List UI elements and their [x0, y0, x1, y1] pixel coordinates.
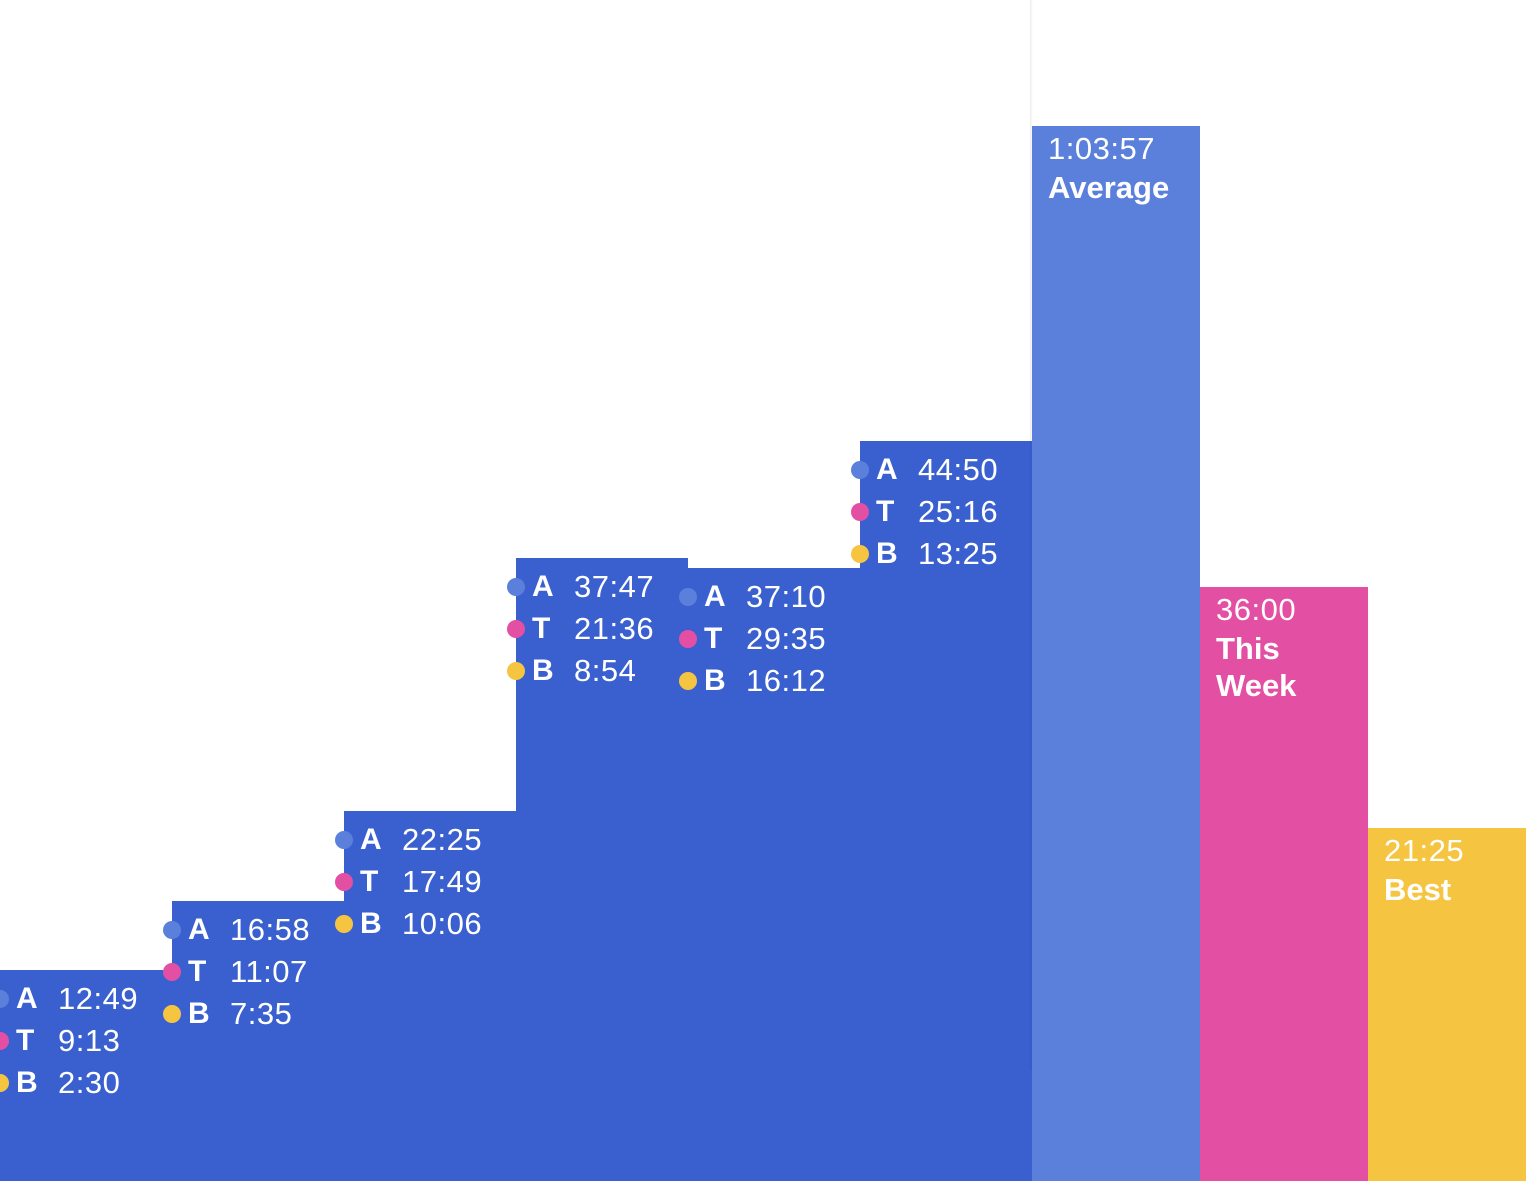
series-dot-t — [679, 630, 697, 648]
series-value: 21:36 — [574, 611, 655, 646]
stat-row-b: B 13:25 — [851, 533, 1032, 575]
series-dot-a — [507, 578, 525, 596]
series-value: 22:25 — [402, 822, 483, 857]
series-key: T — [532, 612, 551, 645]
stat-row-a: A 44:50 — [851, 449, 1032, 491]
day-bar-5: A 37:10 T 29:35 B 16:12 — [679, 568, 860, 1181]
day-bar-2: A 16:58 T 11:07 B 7:35 — [163, 901, 344, 1181]
stat-row-b: B 10:06 — [335, 903, 516, 945]
series-dot-a — [679, 588, 697, 606]
series-key: A — [876, 453, 898, 486]
series-value: 11:07 — [230, 954, 308, 989]
stat-row-b: B 8:54 — [507, 650, 688, 692]
summary-value: 36:00 — [1216, 592, 1297, 627]
day-bar-1: A 12:49 T 9:13 B 2:30 — [0, 970, 172, 1181]
series-dot-t — [507, 620, 525, 638]
series-key: B — [532, 654, 554, 687]
stat-row-t: T 25:16 — [851, 491, 1032, 533]
series-key: A — [188, 913, 210, 946]
series-value: 37:47 — [574, 569, 655, 604]
series-dot-t — [335, 873, 353, 891]
series-dot-a — [851, 461, 869, 479]
day-stats: A 12:49 T 9:13 B 2:30 — [0, 978, 172, 1104]
summary-labels: 1:03:57 Average — [1048, 130, 1194, 206]
stat-row-b: B 16:12 — [679, 660, 860, 702]
stat-row-b: B 7:35 — [163, 993, 344, 1035]
series-value: 37:10 — [746, 579, 827, 614]
series-key: T — [360, 865, 379, 898]
stat-row-t: T 17:49 — [335, 861, 516, 903]
series-dot-b — [507, 662, 525, 680]
series-value: 29:35 — [746, 621, 827, 656]
chart-divider — [1030, 0, 1033, 1070]
stat-row-t: T 11:07 — [163, 951, 344, 993]
day-stats: A 22:25 T 17:49 B 10:06 — [335, 819, 516, 945]
series-dot-a — [163, 921, 181, 939]
series-key: B — [876, 537, 898, 570]
series-key: B — [704, 664, 726, 697]
series-key: A — [360, 823, 382, 856]
summary-labels: 36:00 This Week — [1216, 591, 1362, 704]
day-bar-3: A 22:25 T 17:49 B 10:06 — [335, 811, 516, 1181]
series-dot-t — [163, 963, 181, 981]
series-key: A — [16, 982, 38, 1015]
stat-row-t: T 29:35 — [679, 618, 860, 660]
series-key: T — [704, 622, 723, 655]
summary-name: This Week — [1216, 631, 1297, 703]
summary-value: 21:25 — [1384, 833, 1465, 868]
stat-row-t: T 21:36 — [507, 608, 688, 650]
series-key: A — [532, 570, 554, 603]
series-dot-b — [0, 1074, 9, 1092]
day-stats: A 37:10 T 29:35 B 16:12 — [679, 576, 860, 702]
series-dot-b — [679, 672, 697, 690]
summary-value: 1:03:57 — [1048, 131, 1155, 166]
series-dot-t — [0, 1032, 9, 1050]
stat-row-a: A 37:47 — [507, 566, 688, 608]
day-stats: A 16:58 T 11:07 B 7:35 — [163, 909, 344, 1035]
series-dot-b — [163, 1005, 181, 1023]
series-dot-a — [335, 831, 353, 849]
summary-bar-average: 1:03:57 Average — [1032, 126, 1200, 1181]
series-value: 10:06 — [402, 906, 483, 941]
summary-bar-best: 21:25 Best — [1368, 828, 1526, 1181]
series-key: B — [188, 997, 210, 1030]
series-dot-b — [851, 545, 869, 563]
day-stats: A 44:50 T 25:16 B 13:25 — [851, 449, 1032, 575]
series-key: B — [360, 907, 382, 940]
series-value: 8:54 — [574, 653, 637, 688]
series-key: B — [16, 1066, 38, 1099]
day-stats: A 37:47 T 21:36 B 8:54 — [507, 566, 688, 692]
series-key: T — [16, 1024, 35, 1057]
series-key: A — [704, 580, 726, 613]
series-value: 7:35 — [230, 996, 293, 1031]
stat-row-b: B 2:30 — [0, 1062, 172, 1104]
stat-row-a: A 22:25 — [335, 819, 516, 861]
series-dot-b — [335, 915, 353, 933]
stat-row-t: T 9:13 — [0, 1020, 172, 1062]
day-bar-4: A 37:47 T 21:36 B 8:54 — [507, 558, 688, 1181]
series-value: 16:12 — [746, 663, 827, 698]
series-dot-a — [0, 990, 9, 1008]
stat-row-a: A 37:10 — [679, 576, 860, 618]
series-value: 13:25 — [918, 536, 999, 571]
summary-name: Best — [1384, 872, 1452, 907]
summary-name: Average — [1048, 170, 1170, 205]
series-value: 44:50 — [918, 452, 999, 487]
summary-bar-this-week: 36:00 This Week — [1200, 587, 1368, 1181]
series-value: 25:16 — [918, 494, 999, 529]
stat-row-a: A 12:49 — [0, 978, 172, 1020]
series-value: 12:49 — [58, 981, 139, 1016]
series-dot-t — [851, 503, 869, 521]
summary-labels: 21:25 Best — [1384, 832, 1520, 908]
series-value: 2:30 — [58, 1065, 121, 1100]
series-key: T — [876, 495, 895, 528]
series-key: T — [188, 955, 207, 988]
series-value: 17:49 — [402, 864, 483, 899]
stat-row-a: A 16:58 — [163, 909, 344, 951]
day-bar-6: A 44:50 T 25:16 B 13:25 — [851, 441, 1032, 1181]
series-value: 16:58 — [230, 912, 311, 947]
series-value: 9:13 — [58, 1023, 121, 1058]
